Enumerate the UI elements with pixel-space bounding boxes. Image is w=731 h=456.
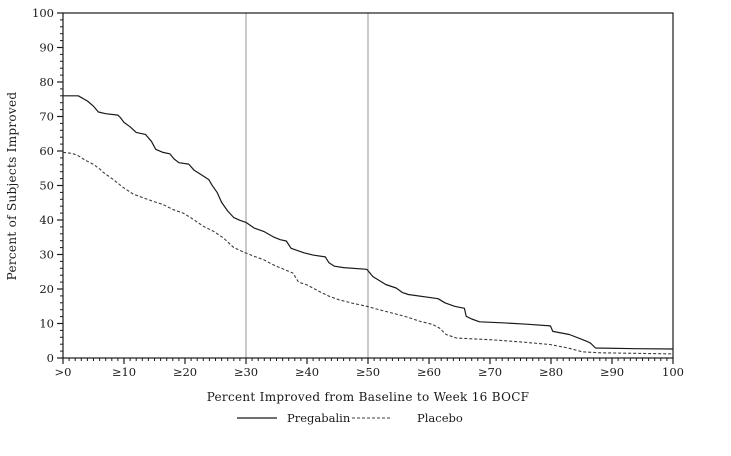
y-tick-label: 60	[39, 144, 54, 158]
x-tick-label: ≥30	[234, 365, 258, 379]
x-tick-label: >0	[55, 365, 72, 379]
y-tick-label: 0	[47, 351, 54, 365]
y-tick-label: 100	[32, 6, 54, 20]
x-tick-label: 100	[662, 365, 684, 379]
data-series-lines	[62, 95, 674, 355]
x-tick-label: ≥80	[539, 365, 563, 379]
y-axis-title: Percent of Subjects Improved	[5, 92, 19, 281]
x-tick-label: ≥40	[295, 365, 319, 379]
y-tick-label: 80	[39, 75, 54, 89]
x-axis-title: Percent Improved from Baseline to Week 1…	[207, 390, 530, 404]
y-tick-label: 90	[39, 41, 54, 55]
y-tick-label: 40	[39, 213, 54, 227]
axis-ticks	[57, 12, 674, 364]
series-line-pregabalin	[63, 95, 674, 350]
y-tick-label: 30	[39, 248, 54, 262]
y-tick-label: 20	[39, 282, 54, 296]
x-tick-label: ≥60	[417, 365, 441, 379]
legend: Pregabalin Placebo	[237, 411, 463, 425]
x-tick-label: ≥70	[478, 365, 502, 379]
x-tick-label: ≥50	[356, 365, 380, 379]
x-tick-label: ≥10	[112, 365, 136, 379]
y-tick-label: 10	[39, 317, 54, 331]
y-tick-label: 70	[39, 110, 54, 124]
x-tick-label: ≥20	[173, 365, 197, 379]
legend-label-placebo: Placebo	[417, 411, 463, 425]
axis-tick-labels: >0 ≥10 ≥20 ≥30 ≥40 ≥50 ≥60 ≥70 ≥80 ≥90 100 0 10 20 30 4…	[32, 6, 684, 379]
x-tick-label: ≥90	[600, 365, 624, 379]
y-tick-label: 50	[39, 179, 54, 193]
series-line-placebo	[62, 151, 674, 355]
reference-lines	[245, 13, 369, 358]
legend-label-pregabalin: Pregabalin	[287, 411, 351, 425]
